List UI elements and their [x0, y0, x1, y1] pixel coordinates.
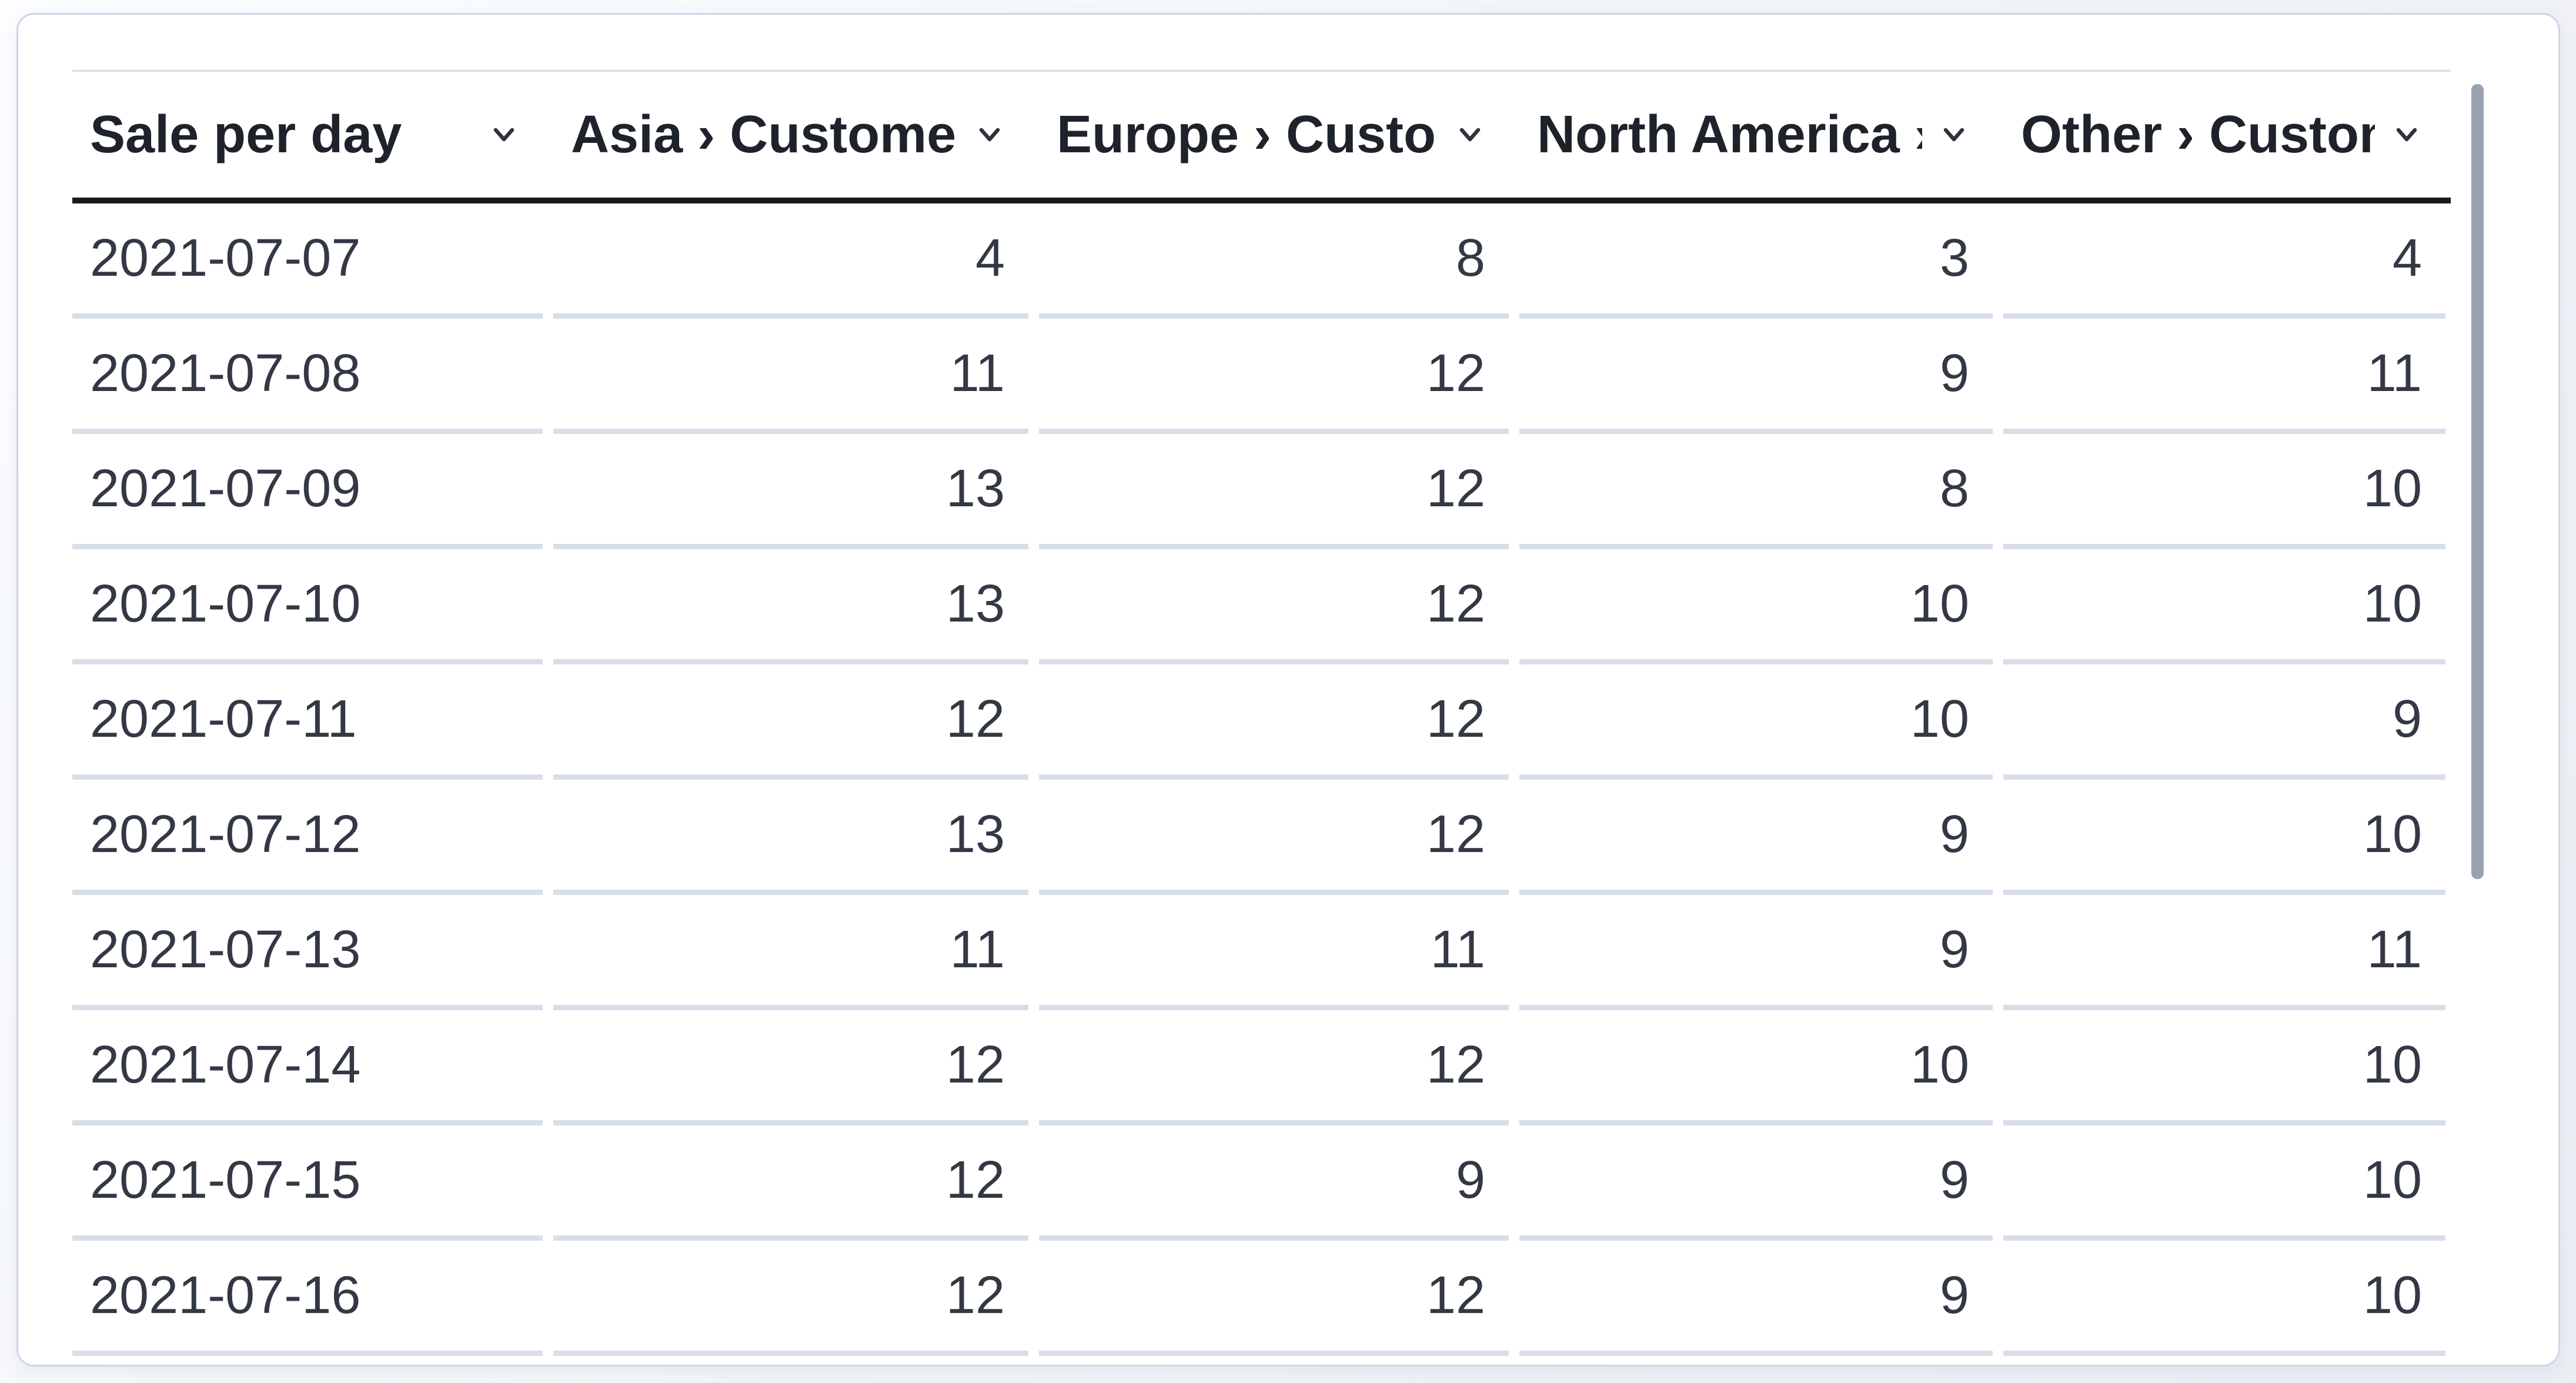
cell-other[interactable]: 10 [2003, 1010, 2445, 1125]
cell-asia[interactable]: 12 [553, 1241, 1028, 1356]
chevron-down-icon [979, 128, 1000, 142]
cell-other[interactable]: 4 [2003, 203, 2445, 319]
table-row: 2021-07-16 12 12 9 10 [72, 1241, 2451, 1356]
cell-north[interactable]: 8 [1519, 434, 1993, 549]
cell-other[interactable]: 10 [2003, 1125, 2445, 1241]
cell-date[interactable]: 2021-07-09 [72, 434, 543, 549]
table-row: 2021-07-14 12 12 10 10 [72, 1010, 2451, 1125]
cell-europe[interactable]: 12 [1039, 664, 1509, 780]
table-row: 2021-07-10 13 12 10 10 [72, 549, 2451, 664]
column-header-europe-customers[interactable]: Europe › Customers [1039, 72, 1509, 198]
cell-date[interactable]: 2021-07-11 [72, 664, 543, 780]
column-header-asia-customers[interactable]: Asia › Customers [553, 72, 1028, 198]
cell-north[interactable]: 10 [1519, 664, 1993, 780]
column-header-label: Asia › Customers [571, 105, 958, 164]
cell-europe[interactable]: 9 [1039, 1125, 1509, 1241]
cell-date[interactable]: 2021-07-15 [72, 1125, 543, 1241]
data-grid: Sale per day Asia › Customers Europe › C… [72, 70, 2451, 1356]
cell-asia[interactable]: 4 [553, 203, 1028, 319]
cell-europe[interactable]: 12 [1039, 434, 1509, 549]
cell-date[interactable]: 2021-07-10 [72, 549, 543, 664]
cell-date[interactable]: 2021-07-08 [72, 319, 543, 434]
cell-north[interactable]: 9 [1519, 319, 1993, 434]
table-row: 2021-07-09 13 12 8 10 [72, 434, 2451, 549]
cell-north[interactable]: 10 [1519, 549, 1993, 664]
cell-north[interactable]: 3 [1519, 203, 1993, 319]
vertical-scrollbar-thumb[interactable] [2471, 84, 2484, 879]
cell-date[interactable]: 2021-07-07 [72, 203, 543, 319]
cell-date[interactable]: 2021-07-16 [72, 1241, 543, 1356]
cell-other[interactable]: 11 [2003, 319, 2445, 434]
table-row: 2021-07-12 13 12 9 10 [72, 780, 2451, 895]
table-body: 2021-07-07 4 8 3 4 2021-07-08 11 12 9 11 2021-07-0… [72, 203, 2451, 1356]
cell-asia[interactable]: 12 [553, 664, 1028, 780]
cell-europe[interactable]: 12 [1039, 549, 1509, 664]
cell-date[interactable]: 2021-07-12 [72, 780, 543, 895]
cell-asia[interactable]: 11 [553, 895, 1028, 1010]
cell-other[interactable]: 11 [2003, 895, 2445, 1010]
table-row: 2021-07-15 12 9 9 10 [72, 1125, 2451, 1241]
cell-europe[interactable]: 11 [1039, 895, 1509, 1010]
cell-north[interactable]: 9 [1519, 780, 1993, 895]
table-row: 2021-07-08 11 12 9 11 [72, 319, 2451, 434]
column-header-label: North America › Customers [1537, 105, 1922, 164]
cell-asia[interactable]: 13 [553, 780, 1028, 895]
column-header-sale-per-day[interactable]: Sale per day [72, 72, 543, 198]
cell-asia[interactable]: 11 [553, 319, 1028, 434]
cell-other[interactable]: 10 [2003, 434, 2445, 549]
table-row: 2021-07-13 11 11 9 11 [72, 895, 2451, 1010]
cell-north[interactable]: 10 [1519, 1010, 1993, 1125]
table-header-row: Sale per day Asia › Customers Europe › C… [72, 70, 2451, 203]
cell-asia[interactable]: 12 [553, 1010, 1028, 1125]
table-row: 2021-07-11 12 12 10 9 [72, 664, 2451, 780]
cell-europe[interactable]: 12 [1039, 1241, 1509, 1356]
chevron-down-icon [1459, 128, 1481, 142]
data-table-panel: Sale per day Asia › Customers Europe › C… [16, 13, 2560, 1367]
column-header-other-customers[interactable]: Other › Customers [2003, 72, 2445, 198]
column-header-north-america-customers[interactable]: North America › Customers [1519, 72, 1993, 198]
cell-other[interactable]: 10 [2003, 1241, 2445, 1356]
chevron-down-icon [2396, 128, 2417, 142]
column-header-label: Other › Customers [2021, 105, 2375, 164]
cell-asia[interactable]: 13 [553, 434, 1028, 549]
cell-europe[interactable]: 12 [1039, 319, 1509, 434]
cell-date[interactable]: 2021-07-13 [72, 895, 543, 1010]
column-header-label: Sale per day [90, 105, 402, 164]
cell-date[interactable]: 2021-07-14 [72, 1010, 543, 1125]
cell-asia[interactable]: 13 [553, 549, 1028, 664]
table-row: 2021-07-07 4 8 3 4 [72, 203, 2451, 319]
cell-other[interactable]: 9 [2003, 664, 2445, 780]
cell-asia[interactable]: 12 [553, 1125, 1028, 1241]
chevron-down-icon [493, 128, 514, 142]
cell-europe[interactable]: 12 [1039, 780, 1509, 895]
cell-europe[interactable]: 12 [1039, 1010, 1509, 1125]
cell-other[interactable]: 10 [2003, 549, 2445, 664]
chevron-down-icon [1943, 128, 1964, 142]
cell-north[interactable]: 9 [1519, 1125, 1993, 1241]
cell-europe[interactable]: 8 [1039, 203, 1509, 319]
column-header-label: Europe › Customers [1057, 105, 1438, 164]
cell-north[interactable]: 9 [1519, 1241, 1993, 1356]
cell-north[interactable]: 9 [1519, 895, 1993, 1010]
cell-other[interactable]: 10 [2003, 780, 2445, 895]
